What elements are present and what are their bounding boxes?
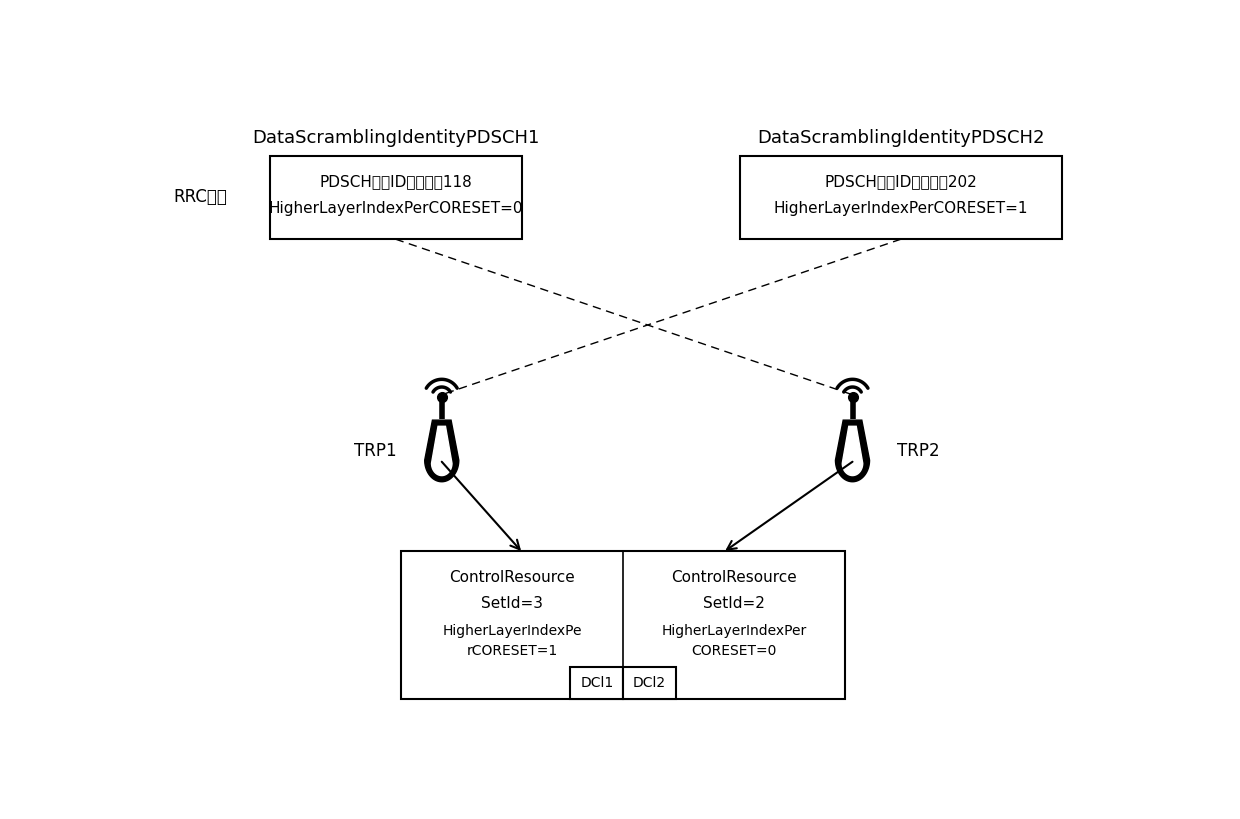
Bar (270, 156, 522, 239)
Polygon shape (836, 420, 869, 482)
Text: DataScramblingIdentityPDSCH1: DataScramblingIdentityPDSCH1 (252, 129, 539, 147)
Text: HigherLayerIndexPer: HigherLayerIndexPer (661, 624, 806, 638)
Text: DCl2: DCl2 (632, 676, 666, 690)
Text: HigherLayerIndexPerCORESET=0: HigherLayerIndexPerCORESET=0 (268, 201, 523, 216)
Text: TRP2: TRP2 (898, 442, 940, 460)
Bar (740, 156, 1061, 239)
Text: HigherLayerIndexPerCORESET=1: HigherLayerIndexPerCORESET=1 (774, 201, 1028, 216)
Polygon shape (432, 427, 451, 476)
Text: HigherLayerIndexPe: HigherLayerIndexPe (443, 624, 582, 638)
Text: ControlResource: ControlResource (671, 571, 797, 586)
Text: ControlResource: ControlResource (449, 571, 575, 586)
Text: DCl1: DCl1 (580, 676, 614, 690)
Text: SetId=2: SetId=2 (703, 596, 765, 611)
Text: DataScramblingIdentityPDSCH2: DataScramblingIdentityPDSCH2 (758, 129, 1044, 147)
Bar (624, 667, 676, 699)
Polygon shape (842, 427, 863, 476)
Text: PDSCH加扰ID的具体値202: PDSCH加扰ID的具体値202 (825, 174, 977, 189)
Text: PDSCH加扰ID的具体値118: PDSCH加扰ID的具体値118 (319, 174, 472, 189)
Text: rCORESET=1: rCORESET=1 (466, 644, 558, 658)
Text: CORESET=0: CORESET=0 (691, 644, 776, 658)
Bar (570, 667, 624, 699)
Text: TRP1: TRP1 (355, 442, 397, 460)
Polygon shape (424, 420, 459, 482)
Text: RRC参数: RRC参数 (174, 188, 227, 206)
Text: SetId=3: SetId=3 (481, 596, 543, 611)
Bar (402, 551, 844, 699)
